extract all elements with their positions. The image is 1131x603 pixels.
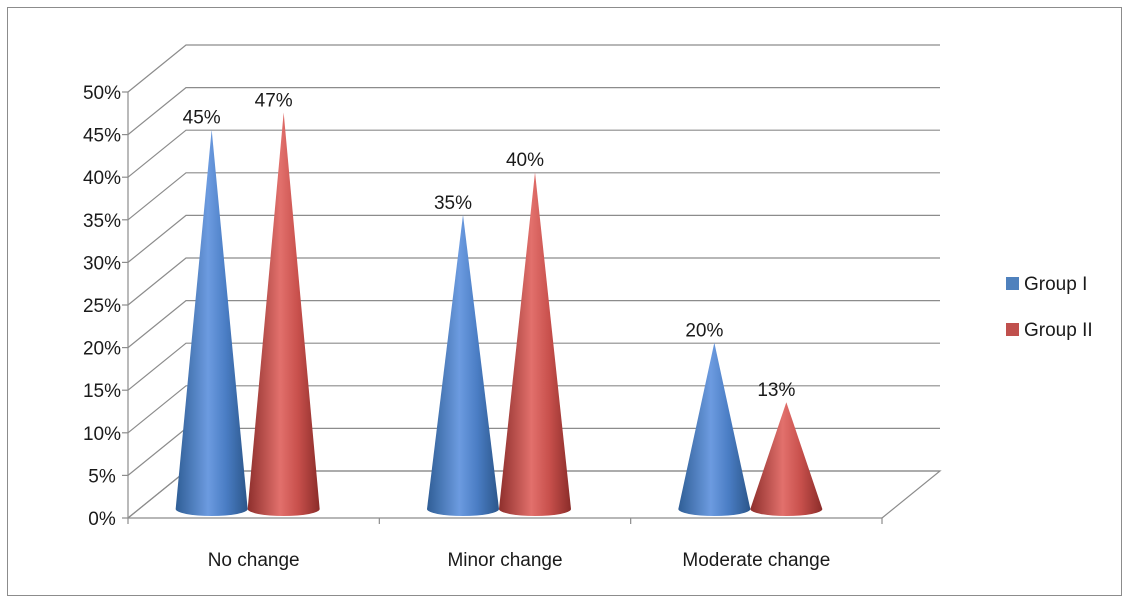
gridline	[127, 129, 940, 178]
cone-body	[678, 342, 751, 516]
gridlines	[127, 44, 940, 519]
cone-group-ii-0	[247, 112, 320, 516]
y-tick-label: 10%	[83, 424, 121, 445]
legend: Group I Group II	[1006, 274, 1093, 341]
cone-group-ii-1	[499, 172, 571, 516]
cone-group-i-2	[678, 342, 751, 516]
gridline	[127, 300, 940, 349]
y-tick-label: 30%	[83, 253, 121, 274]
cone-body	[750, 402, 823, 516]
cone-body	[247, 112, 320, 516]
axes	[122, 91, 883, 524]
category-label: No change	[208, 550, 300, 571]
gridline	[127, 172, 940, 221]
cone-group-i-1	[427, 214, 499, 517]
y-axis-ticks: 0% 5% 10% 15% 20% 25% 30% 35% 40% 45% 50%	[83, 83, 121, 530]
y-tick-label: 35%	[83, 211, 121, 232]
gridline	[127, 87, 940, 136]
gridline	[127, 385, 940, 434]
x-axis-categories: No change Minor change Moderate change	[208, 550, 831, 571]
data-label: 20%	[685, 321, 723, 342]
cone-group-ii-2	[750, 402, 823, 516]
chart-frame	[7, 7, 1122, 596]
cone-body	[499, 172, 571, 516]
y-tick-label: 25%	[83, 296, 121, 317]
data-label: 13%	[757, 380, 795, 401]
y-tick-label: 50%	[83, 83, 121, 104]
legend-swatch	[1006, 323, 1019, 336]
gridline	[127, 257, 940, 306]
legend-label: Group I	[1024, 274, 1087, 295]
gridline	[127, 214, 940, 263]
y-tick-label: 0%	[88, 509, 116, 530]
category-label: Moderate change	[682, 550, 830, 571]
legend-label: Group II	[1024, 320, 1093, 341]
cone-group-i-0	[175, 129, 248, 516]
y-tick-label: 40%	[83, 168, 121, 189]
y-tick-label: 5%	[88, 466, 116, 487]
cone-body	[427, 214, 499, 517]
gridline	[127, 44, 940, 93]
data-label: 35%	[434, 193, 472, 214]
data-labels: 45% 47% 35% 40% 20% 13%	[183, 91, 796, 402]
data-label: 45%	[183, 108, 221, 129]
gridline	[127, 342, 940, 391]
cone-marks	[175, 112, 823, 517]
category-label: Minor change	[447, 550, 562, 571]
cone-body	[175, 129, 248, 516]
data-label: 40%	[506, 150, 544, 171]
legend-swatch	[1006, 277, 1019, 290]
y-tick-label: 20%	[83, 339, 121, 360]
y-tick-label: 45%	[83, 126, 121, 147]
data-label: 47%	[255, 91, 293, 112]
y-tick-label: 15%	[83, 381, 121, 402]
